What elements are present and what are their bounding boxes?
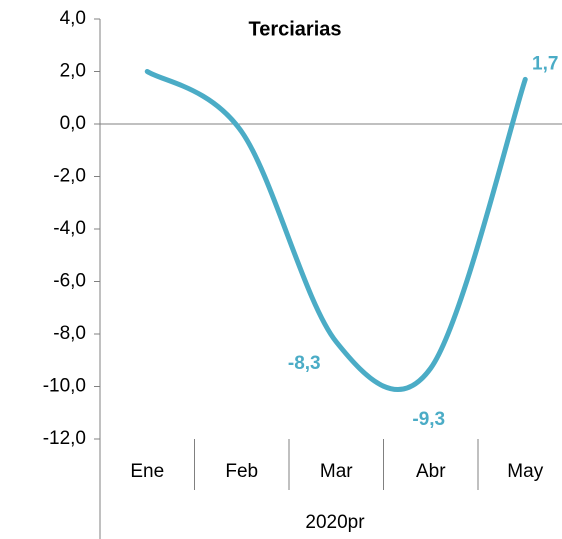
x-tick-label: Mar (320, 461, 353, 482)
y-tick-label: -10,0 (43, 376, 86, 397)
y-tick-label: -6,0 (53, 271, 86, 292)
y-tick-label: -2,0 (53, 166, 86, 187)
y-tick-label: -12,0 (43, 428, 86, 449)
y-tick-label: -4,0 (53, 218, 86, 239)
y-tick-label: 0,0 (60, 113, 86, 134)
x-tick-label: Ene (130, 461, 164, 482)
y-tick-label: 2,0 (60, 61, 86, 82)
chart-title: Terciarias (248, 18, 341, 40)
x-tick-label: May (507, 461, 543, 482)
data-label: 1,7 (532, 53, 558, 74)
x-tick-label: Feb (225, 461, 258, 482)
y-tick-label: -8,0 (53, 323, 86, 344)
x-tick-label: Abr (416, 461, 446, 482)
series-line (144, 69, 528, 392)
data-label: -8,3 (288, 353, 321, 374)
y-tick-label: 4,0 (60, 8, 86, 29)
x-axis-label: 2020pr (305, 512, 365, 533)
data-label: -9,3 (412, 409, 445, 430)
